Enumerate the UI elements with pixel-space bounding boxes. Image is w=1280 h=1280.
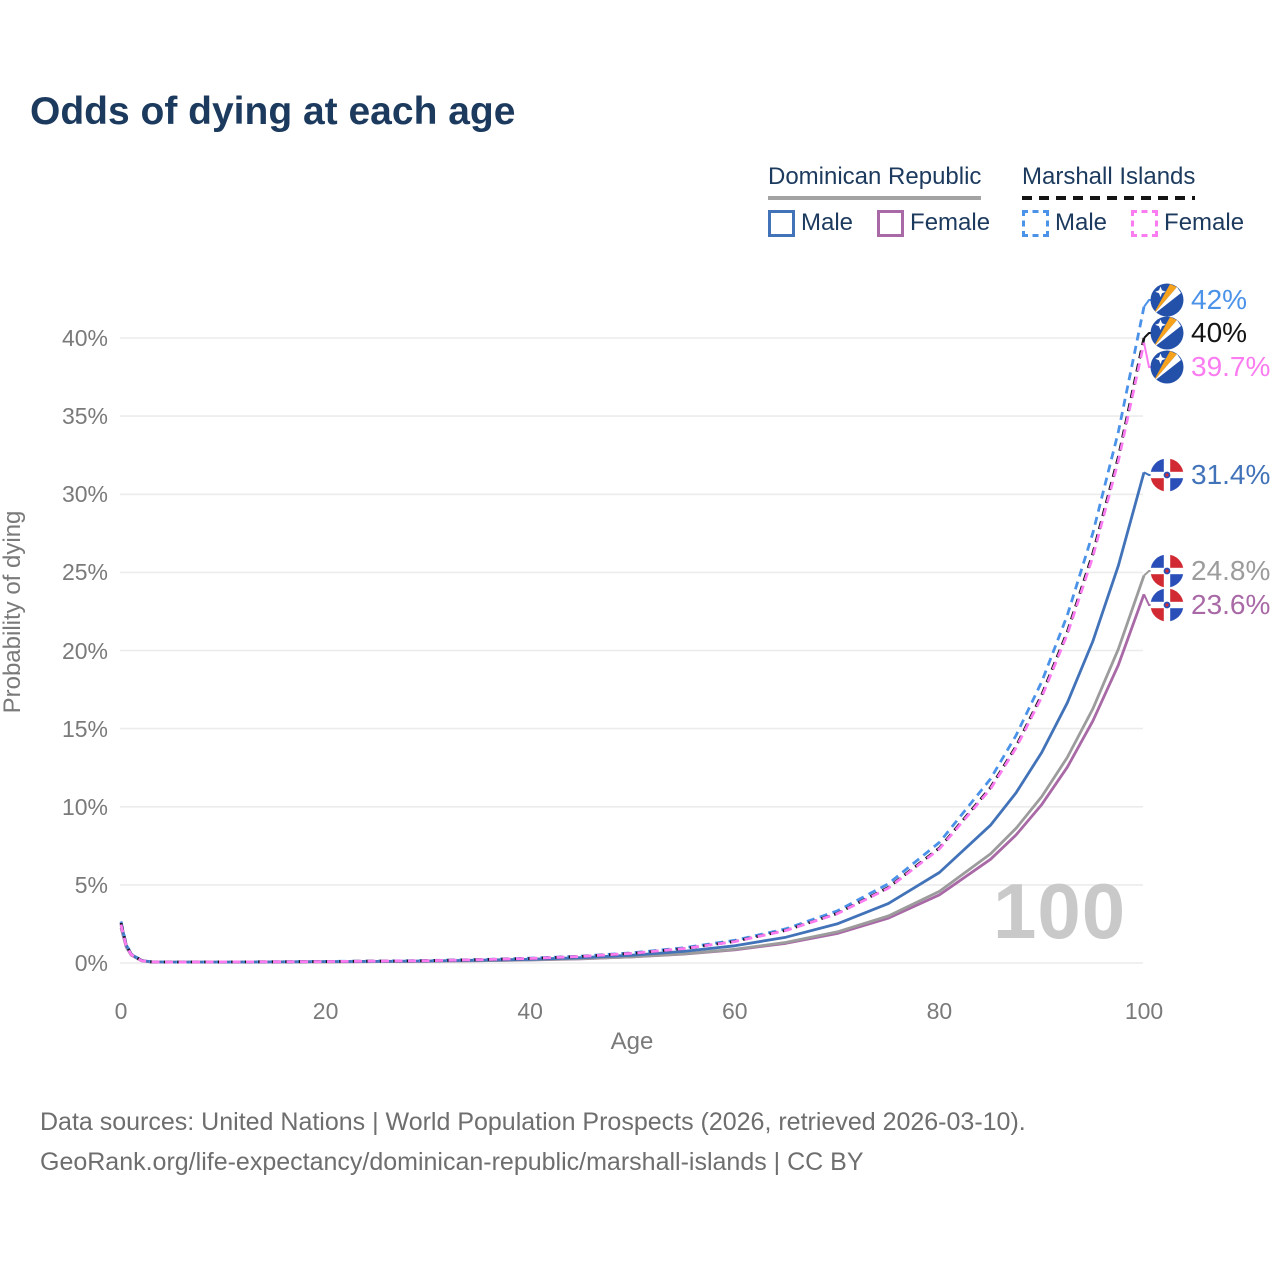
y-tick-label: 5% [74, 871, 108, 898]
end-value-label: 24.8% [1191, 555, 1271, 586]
legend-item-mi-male[interactable]: Male [1022, 209, 1107, 237]
x-axis-title: Age [610, 1028, 654, 1055]
dashed-square-swatch-icon [1022, 209, 1049, 237]
legend-item-label: Male [1055, 209, 1108, 236]
dashed-square-swatch-icon [1131, 209, 1159, 237]
y-tick-label: 20% [61, 637, 108, 664]
y-tick-label: 40% [61, 325, 108, 351]
y-tick-label: 10% [61, 793, 108, 820]
y-tick-label: 15% [61, 715, 108, 742]
end-label-dominican-republic-male: 31.4% [1150, 457, 1270, 493]
y-tick-label: 35% [61, 403, 108, 430]
series-line-dominican-republic-male[interactable] [119, 472, 1146, 964]
y-tick-label: 25% [61, 559, 108, 586]
legend-item-dr-male[interactable]: Male [768, 209, 853, 237]
dominican-republic-flag-icon [1150, 554, 1184, 588]
series-line-marshall-islands-female[interactable] [119, 342, 1146, 964]
legend-country-label: Dominican Republic [768, 163, 982, 190]
y-tick-label: 0% [74, 950, 108, 976]
data-sources-text: Data sources: United Nations | World Pop… [40, 1108, 1026, 1136]
end-value-label: 39.7% [1191, 351, 1271, 382]
legend-group-marshall-islands: Marshall Islands Male Female [1022, 163, 1244, 237]
solid-square-swatch-icon [877, 209, 905, 237]
end-value-label: 31.4% [1191, 459, 1271, 490]
attribution-link-text[interactable]: GeoRank.org/life-expectancy/dominican-re… [40, 1148, 864, 1176]
legend-item-label: Female [1164, 209, 1245, 236]
end-label-dominican-republic-both: 24.8% [1150, 553, 1270, 589]
legend-country-label: Marshall Islands [1022, 163, 1196, 190]
legend-item-label: Female [910, 209, 991, 236]
x-tick-label: 20 [312, 998, 339, 1024]
legend-country-toggle-marshall-islands[interactable]: Marshall Islands [1022, 163, 1196, 200]
series-line-dominican-republic-female[interactable] [119, 593, 1146, 964]
y-axis-title: Probability of dying [0, 510, 26, 714]
marshall-islands-flag-icon [1150, 350, 1184, 384]
marshall-islands-flag-icon [1150, 316, 1184, 350]
end-label-marshall-islands-male: 42% [1150, 282, 1247, 318]
legend-country-toggle-dominican-republic[interactable]: Dominican Republic [768, 163, 982, 200]
end-label-marshall-islands-both: 40% [1150, 315, 1247, 351]
page-title: Odds of dying at each age [30, 90, 516, 133]
end-value-label: 40% [1191, 317, 1248, 348]
solid-square-swatch-icon [768, 209, 795, 237]
dominican-republic-flag-icon [1150, 458, 1184, 492]
series-line-dominican-republic-both[interactable] [119, 575, 1146, 964]
y-tick-label: 30% [61, 481, 108, 508]
legend-item-label: Male [801, 209, 854, 236]
end-value-label: 42% [1191, 284, 1248, 315]
legend-group-dominican-republic: Dominican Republic Male Female [768, 163, 990, 237]
x-tick-label: 0 [114, 998, 128, 1024]
marshall-islands-flag-icon [1150, 283, 1184, 317]
age-watermark: 100 [993, 867, 1127, 955]
series-line-marshall-islands-male[interactable] [119, 306, 1146, 964]
end-value-label: 23.6% [1191, 589, 1271, 620]
legend-item-mi-female[interactable]: Female [1131, 209, 1244, 237]
legend-item-dr-female[interactable]: Female [877, 209, 990, 237]
x-tick-label: 100 [1124, 998, 1164, 1024]
legend-items-row: Male Female [1022, 209, 1244, 237]
legend-items-row: Male Female [768, 209, 990, 237]
end-label-marshall-islands-female: 39.7% [1150, 349, 1270, 385]
dominican-republic-flag-icon [1150, 588, 1184, 622]
x-tick-label: 60 [722, 998, 748, 1024]
x-tick-label: 80 [926, 998, 953, 1024]
end-label-dominican-republic-female: 23.6% [1150, 587, 1270, 623]
dashed-line-swatch [1022, 196, 1196, 200]
solid-line-swatch [768, 196, 982, 200]
x-tick-label: 40 [517, 998, 543, 1024]
